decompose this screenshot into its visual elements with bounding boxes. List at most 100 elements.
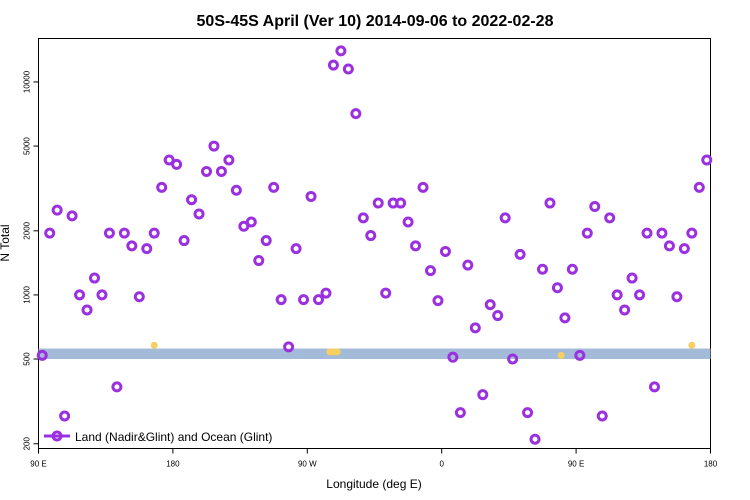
x-tick-label: 90 W	[298, 460, 317, 469]
data-point	[663, 240, 675, 252]
data-point	[596, 410, 608, 422]
plot-frame	[38, 38, 711, 449]
data-point	[566, 263, 578, 275]
x-tick-label: 90 E	[30, 460, 46, 469]
data-point	[537, 263, 548, 275]
data-point	[462, 259, 474, 271]
glint-point	[688, 341, 696, 349]
x-tick-label: 180	[704, 460, 718, 469]
data-point	[66, 210, 78, 222]
data-point	[544, 197, 556, 209]
data-point	[678, 243, 690, 255]
data-point	[469, 322, 481, 334]
data-point	[551, 282, 563, 294]
data-point	[342, 63, 354, 75]
data-point	[253, 255, 265, 267]
legend-marker	[51, 430, 63, 442]
data-point	[619, 304, 631, 316]
y-tick-label: 200	[23, 437, 32, 451]
glint-point	[150, 341, 158, 349]
data-point	[410, 240, 422, 252]
data-point	[238, 220, 250, 232]
chart-title: 50S-45S April (Ver 10) 2014-09-06 to 202…	[197, 13, 554, 30]
data-point	[581, 227, 593, 239]
data-point	[395, 197, 407, 209]
data-point	[589, 201, 601, 213]
reference-band	[38, 348, 711, 360]
y-tick-label: 500	[23, 352, 32, 366]
data-point	[118, 227, 130, 239]
data-point	[357, 212, 369, 224]
data-point	[649, 381, 660, 393]
x-axis: 90 E 180 90 W 0 90 E 180	[30, 448, 718, 469]
data-point	[499, 212, 511, 224]
data-point	[522, 407, 534, 419]
data-point	[432, 295, 444, 307]
data-point	[268, 181, 280, 193]
data-point	[59, 410, 71, 422]
y-tick-label: 1000	[23, 285, 32, 303]
data-point	[215, 165, 227, 177]
data-point	[477, 389, 489, 401]
data-point	[171, 158, 183, 170]
data-point	[51, 204, 63, 216]
data-point	[141, 243, 153, 255]
data-point	[693, 181, 705, 193]
x-axis-label: Longitude (deg E)	[326, 477, 421, 491]
data-point	[335, 45, 347, 57]
data-point	[89, 272, 100, 284]
legend: Land (Nadir&Glint) and Ocean (Glint)	[44, 430, 272, 444]
data-point	[529, 433, 541, 445]
data-point	[611, 289, 623, 301]
data-point	[454, 407, 466, 419]
x-tick-label: 180	[166, 460, 180, 469]
data-point	[365, 230, 377, 242]
data-point	[380, 287, 392, 299]
data-point	[283, 341, 295, 353]
data-point	[126, 240, 138, 252]
data-point	[671, 291, 683, 303]
data-point	[36, 349, 48, 361]
data-point	[81, 304, 93, 316]
data-point	[74, 289, 86, 301]
data-point	[230, 184, 242, 196]
data-point	[320, 287, 332, 299]
data-point	[350, 108, 362, 120]
data-point	[641, 227, 653, 239]
data-point	[103, 227, 115, 239]
data-point	[44, 227, 56, 239]
data-point	[656, 227, 668, 239]
data-point	[626, 272, 638, 284]
data-point	[574, 349, 586, 361]
data-point	[186, 194, 198, 206]
points-layer	[36, 45, 713, 445]
data-point	[417, 181, 429, 193]
data-point	[193, 208, 205, 220]
data-point	[484, 299, 496, 311]
data-point	[275, 294, 287, 306]
data-point	[492, 310, 504, 322]
data-point	[96, 289, 108, 301]
data-point	[402, 216, 414, 228]
data-point	[559, 312, 571, 324]
legend-entry-land-ocean: Land (Nadir&Glint) and Ocean (Glint)	[75, 430, 272, 444]
y-tick-label: 5000	[23, 137, 32, 155]
data-point	[298, 294, 310, 306]
data-point	[290, 243, 302, 255]
data-point	[305, 190, 317, 202]
data-point	[507, 353, 519, 365]
data-point	[111, 381, 123, 393]
data-point	[178, 235, 190, 247]
data-point	[447, 351, 459, 363]
data-point	[148, 227, 160, 239]
band-layer	[38, 348, 711, 360]
glint-point	[333, 348, 341, 356]
y-tick-label: 2000	[23, 221, 32, 239]
data-point	[223, 154, 235, 166]
data-point	[201, 165, 212, 177]
data-point	[208, 140, 220, 152]
data-point	[634, 289, 646, 301]
data-point	[260, 235, 272, 247]
data-point	[514, 248, 526, 260]
